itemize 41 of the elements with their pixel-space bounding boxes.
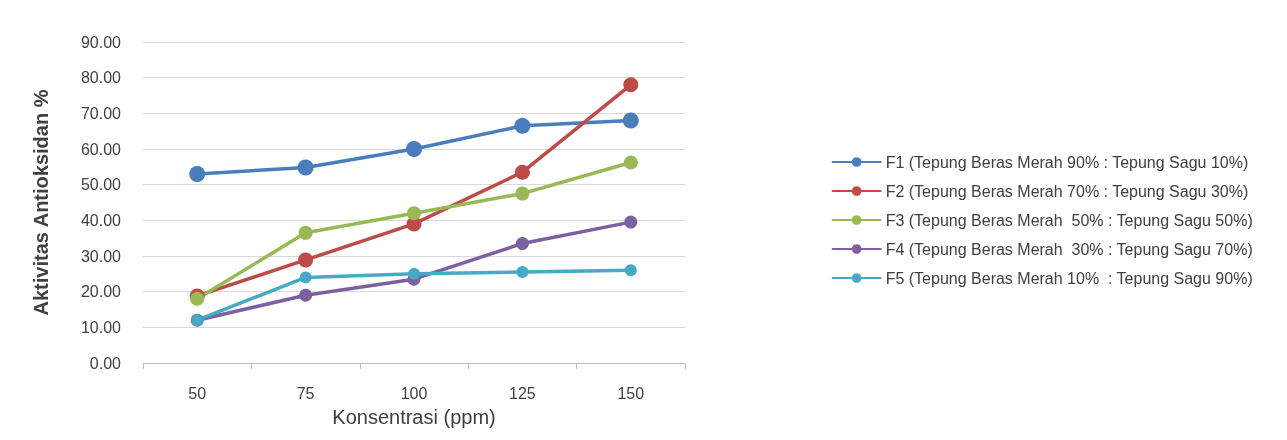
- legend-label: F4 (Tepung Beras Merah 30% : Tepung Sagu 70%): [885, 240, 1253, 258]
- legend-label: F5 (Tepung Beras Merah 10% : Tepung Sagu 90%): [885, 269, 1253, 287]
- x-tick-label: 75: [296, 384, 315, 402]
- y-tick-label: 10.00: [80, 318, 122, 336]
- y-tick-label: 70.00: [80, 104, 122, 122]
- point: [406, 141, 422, 157]
- point: [297, 159, 314, 176]
- y-tick-label: 0.00: [89, 354, 122, 372]
- y-tick-label: 60.00: [80, 140, 122, 158]
- x-tick-label: 125: [509, 384, 536, 402]
- y-tick-label: 20.00: [80, 283, 122, 301]
- point: [623, 155, 638, 170]
- point: [624, 264, 637, 277]
- point: [298, 225, 313, 240]
- point: [515, 186, 530, 201]
- point: [408, 267, 420, 280]
- x-tick-label: 50: [188, 384, 207, 402]
- y-tick-label: 30.00: [80, 247, 122, 265]
- point: [515, 237, 529, 251]
- point: [299, 288, 313, 302]
- point: [622, 112, 639, 129]
- y-tick-label: 40.00: [80, 211, 122, 229]
- y-axis-title: Aktivitas Antioksidan %: [30, 89, 52, 316]
- y-tick-label: 90.00: [80, 33, 122, 51]
- point: [624, 215, 638, 229]
- legend-label: F1 (Tepung Beras Merah 90% : Tepung Sagu 10%): [885, 153, 1249, 171]
- x-axis-title: Konsentrasi (ppm): [332, 406, 496, 428]
- point: [299, 271, 312, 284]
- point: [298, 252, 314, 268]
- point: [623, 77, 639, 93]
- legend-label: F2 (Tepung Beras Merah 70% : Tepung Sagu 30%): [885, 182, 1249, 200]
- point: [514, 117, 531, 134]
- point: [189, 165, 206, 182]
- point: [516, 266, 529, 279]
- y-tick-label: 50.00: [80, 176, 122, 194]
- point: [514, 164, 530, 180]
- x-tick-label: 100: [400, 384, 428, 402]
- legend-label: F3 (Tepung Beras Merah 50% : Tepung Sagu 50%): [885, 211, 1253, 229]
- y-tick-label: 80.00: [80, 69, 122, 87]
- point: [407, 206, 421, 221]
- x-tick-label: 150: [617, 384, 645, 402]
